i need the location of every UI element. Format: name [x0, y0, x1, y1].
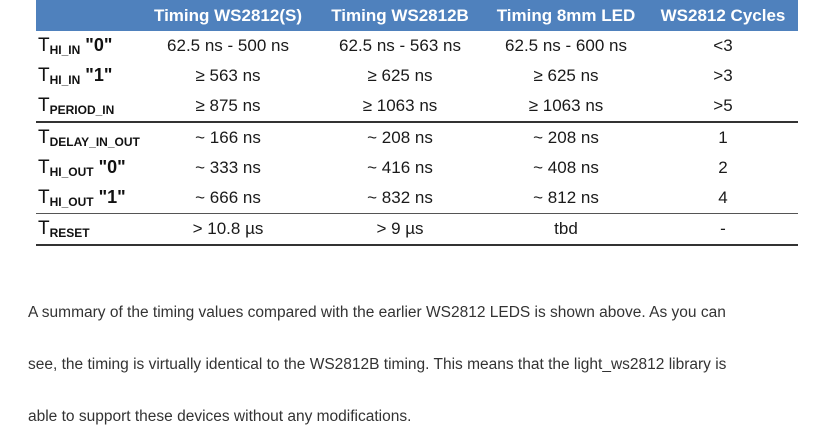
- paragraph-line: A summary of the timing values compared …: [28, 304, 726, 321]
- table-row: THI_OUT "1" ~ 666 ns ~ 832 ns ~ 812 ns 4: [36, 183, 798, 214]
- cell-ws2812s: ~ 666 ns: [195, 188, 261, 207]
- cell-cycles: >5: [713, 96, 733, 115]
- paragraph-line: see, the timing is virtually identical t…: [28, 356, 727, 373]
- cell-ws2812s: ≥ 875 ns: [195, 96, 261, 115]
- cell-8mm-led: ≥ 1063 ns: [528, 96, 604, 115]
- header-row: Timing WS2812(S) Timing WS2812B Timing 8…: [36, 0, 798, 31]
- cell-ws2812b: > 9 µs: [316, 213, 484, 246]
- table-row: TRESET > 10.8 µs > 9 µs tbd -: [36, 213, 798, 246]
- table-body: THI_IN "0" 62.5 ns - 500 ns 62.5 ns - 56…: [36, 31, 798, 246]
- table-row: THI_OUT "0" ~ 333 ns ~ 416 ns ~ 408 ns 2: [36, 153, 798, 183]
- header-ws2812b: Timing WS2812B: [316, 0, 484, 31]
- row-label: TDELAY_IN_OUT: [36, 121, 140, 153]
- cell-ws2812s: ≥ 563 ns: [195, 66, 261, 85]
- cell-ws2812b: ~ 416 ns: [367, 158, 433, 177]
- cell-ws2812b: ≥ 1063 ns: [362, 96, 438, 115]
- table-row: TDELAY_IN_OUT ~ 166 ns ~ 208 ns ~ 208 ns…: [36, 121, 798, 153]
- timing-table: Timing WS2812(S) Timing WS2812B Timing 8…: [36, 0, 798, 246]
- row-label: TRESET: [36, 213, 140, 246]
- cell-ws2812b: ~ 832 ns: [367, 188, 433, 207]
- row-label: THI_IN "0": [38, 35, 113, 57]
- header-8mm-led: Timing 8mm LED: [484, 0, 648, 31]
- cell-cycles: 4: [718, 188, 728, 207]
- cell-8mm-led: 62.5 ns - 600 ns: [505, 36, 627, 55]
- row-label: THI_OUT "1": [38, 187, 126, 209]
- header-ws2812s: Timing WS2812(S): [140, 0, 316, 31]
- row-label: TPERIOD_IN: [38, 95, 115, 117]
- row-label: THI_IN "1": [38, 65, 113, 87]
- header-corner: [36, 0, 140, 31]
- cell-8mm-led: tbd: [484, 213, 648, 246]
- cell-8mm-led: ~ 208 ns: [484, 121, 648, 153]
- timing-table-container: Timing WS2812(S) Timing WS2812B Timing 8…: [36, 0, 798, 246]
- cell-ws2812s: ~ 333 ns: [195, 158, 261, 177]
- cell-ws2812s: ~ 166 ns: [140, 121, 316, 153]
- paragraph-line: able to support these devices without an…: [28, 408, 412, 425]
- table-header: Timing WS2812(S) Timing WS2812B Timing 8…: [36, 0, 798, 31]
- cell-cycles: 1: [648, 121, 798, 153]
- header-cycles: WS2812 Cycles: [648, 0, 798, 31]
- cell-cycles: -: [648, 213, 798, 246]
- cell-cycles: >3: [713, 66, 733, 85]
- summary-paragraph: A summary of the timing values compared …: [28, 287, 818, 443]
- cell-cycles: <3: [713, 36, 733, 55]
- table-row: THI_IN "0" 62.5 ns - 500 ns 62.5 ns - 56…: [36, 31, 798, 61]
- table-row: THI_IN "1" ≥ 563 ns ≥ 625 ns ≥ 625 ns >3: [36, 61, 798, 91]
- row-label: THI_OUT "0": [38, 157, 126, 179]
- cell-ws2812s: > 10.8 µs: [140, 213, 316, 246]
- cell-8mm-led: ≥ 625 ns: [533, 66, 599, 85]
- cell-ws2812b: ~ 208 ns: [316, 121, 484, 153]
- cell-ws2812b: ≥ 625 ns: [367, 66, 433, 85]
- cell-8mm-led: ~ 408 ns: [533, 158, 599, 177]
- table-row: TPERIOD_IN ≥ 875 ns ≥ 1063 ns ≥ 1063 ns …: [36, 91, 798, 122]
- cell-cycles: 2: [718, 158, 728, 177]
- cell-ws2812b: 62.5 ns - 563 ns: [339, 36, 461, 55]
- cell-8mm-led: ~ 812 ns: [533, 188, 599, 207]
- cell-ws2812s: 62.5 ns - 500 ns: [167, 36, 289, 55]
